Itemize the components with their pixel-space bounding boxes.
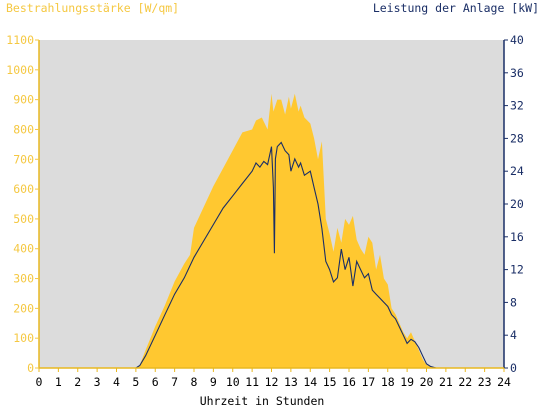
right-tick-label: 28 — [510, 131, 524, 145]
x-tick-label: 14 — [303, 375, 317, 389]
right-tick-label: 24 — [510, 164, 524, 178]
right-tick-label: 12 — [510, 263, 524, 277]
right-tick-label: 4 — [510, 328, 517, 342]
x-tick-label: 23 — [478, 375, 492, 389]
x-tick-label: 1 — [55, 375, 62, 389]
left-tick-label: 1000 — [6, 63, 34, 77]
x-tick-label: 0 — [36, 375, 43, 389]
right-tick-label: 32 — [510, 99, 524, 113]
x-tick-label: 8 — [191, 375, 198, 389]
x-tick-label: 10 — [226, 375, 240, 389]
x-tick-label: 15 — [323, 375, 337, 389]
power-line — [39, 141, 504, 369]
left-tick-label: 200 — [13, 301, 34, 315]
x-tick-label: 7 — [171, 375, 178, 389]
left-tick-label: 0 — [27, 361, 34, 375]
irradiance-area — [39, 93, 504, 368]
x-tick-label: 12 — [265, 375, 279, 389]
x-tick-label: 5 — [132, 375, 139, 389]
right-tick-label: 16 — [510, 230, 524, 244]
x-tick-label: 24 — [497, 375, 511, 389]
x-tick-label: 19 — [400, 375, 414, 389]
right-tick-label: 36 — [510, 66, 524, 80]
x-tick-label: 3 — [94, 375, 101, 389]
x-tick-label: 20 — [420, 375, 434, 389]
left-tick-label: 900 — [13, 93, 34, 107]
x-tick-label: 16 — [342, 375, 356, 389]
left-tick-label: 100 — [13, 331, 34, 345]
right-tick-label: 20 — [510, 197, 524, 211]
x-tick-label: 13 — [284, 375, 298, 389]
x-axis-title: Uhrzeit in Stunden — [200, 394, 325, 408]
left-tick-label: 500 — [13, 212, 34, 226]
x-tick-label: 11 — [245, 375, 259, 389]
x-tick-label: 9 — [210, 375, 217, 389]
left-tick-label: 300 — [13, 272, 34, 286]
left-tick-label: 400 — [13, 242, 34, 256]
left-tick-label: 600 — [13, 182, 34, 196]
x-tick-label: 4 — [113, 375, 120, 389]
right-tick-label: 0 — [510, 361, 517, 375]
axis-ticks: 0100200300400500600700800900100011000481… — [6, 33, 524, 389]
right-tick-label: 40 — [510, 33, 524, 47]
left-tick-label: 700 — [13, 152, 34, 166]
left-tick-label: 800 — [13, 122, 34, 136]
x-tick-label: 21 — [439, 375, 453, 389]
x-tick-label: 17 — [361, 375, 375, 389]
right-tick-label: 8 — [510, 295, 517, 309]
right-axis-title: Leistung der Anlage [kW] — [373, 1, 539, 15]
x-tick-label: 6 — [152, 375, 159, 389]
x-tick-label: 18 — [381, 375, 395, 389]
left-axis-title: Bestrahlungsstärke [W/qm] — [6, 1, 179, 15]
x-tick-label: 2 — [74, 375, 81, 389]
x-tick-label: 22 — [458, 375, 472, 389]
left-tick-label: 1100 — [6, 33, 34, 47]
